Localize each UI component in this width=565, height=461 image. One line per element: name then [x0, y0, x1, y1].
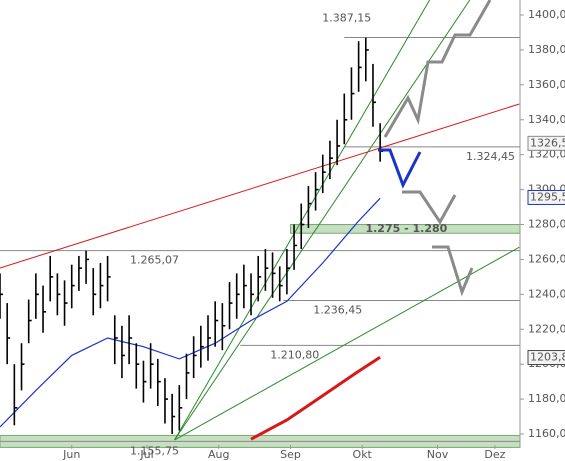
forecast-path [383, 0, 492, 138]
plot-area [0, 0, 520, 445]
y-tick-label: 1340,00 [528, 113, 565, 126]
level-label: 1.155,75 [130, 444, 179, 457]
trendline [174, 0, 471, 441]
level-label: 1.265,07 [130, 254, 179, 267]
y-tick-label: 1240,00 [528, 287, 565, 300]
y-tick-label: 1360,00 [528, 78, 565, 91]
x-tick-label: Dez [484, 448, 505, 461]
last-value-box [527, 135, 565, 151]
last-value-label: 1203,8 [530, 351, 565, 364]
forecast-path [378, 148, 422, 189]
y-tick-label: 1180,00 [528, 392, 565, 405]
x-tick-label: Okt [353, 448, 373, 461]
y-tick-label: 1380,00 [528, 43, 565, 56]
level-label: 1.236,45 [313, 304, 362, 317]
moving-average [250, 355, 381, 441]
zone-label: 1.275 - 1.280 [365, 222, 447, 235]
moving-average [0, 197, 381, 428]
y-tick-label: 1160,00 [528, 427, 565, 440]
level-label: 1.387,15 [322, 11, 371, 24]
level-label: 1.210,80 [270, 348, 319, 361]
y-tick-label: 1280,00 [528, 218, 565, 231]
trendline [0, 103, 520, 269]
last-value-label: 1295,5 [530, 190, 565, 203]
last-value-label: 1326,5 [530, 136, 565, 149]
forecast-path [402, 190, 457, 225]
x-tick-label: Aug [208, 448, 229, 461]
target-zone [289, 224, 521, 234]
y-tick-label: 1400,00 [528, 8, 565, 21]
last-value-box [527, 350, 565, 366]
x-tick-label: Sep [280, 448, 301, 461]
forecast-path [432, 245, 474, 297]
y-tick-label: 1260,00 [528, 252, 565, 265]
trendline [174, 246, 520, 441]
y-tick-label: 1220,00 [528, 322, 565, 335]
x-tick-label: Jul [139, 448, 153, 461]
level-label: 1.324,45 [466, 150, 515, 163]
x-tick-label: Nov [427, 448, 449, 461]
x-tick-label: Jun [62, 448, 80, 461]
last-value-box [527, 189, 565, 205]
y-tick-label: 1320,00 [528, 148, 565, 161]
trendline [174, 0, 431, 441]
